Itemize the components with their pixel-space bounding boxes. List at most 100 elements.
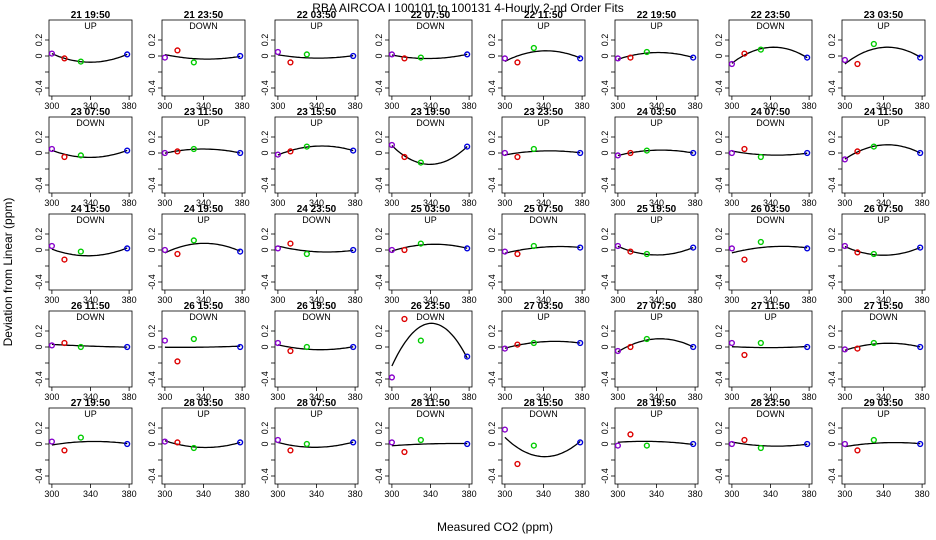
panel-title: 25 07:50 [524, 204, 564, 215]
panel-title: 23 11:50 [184, 107, 223, 118]
fit-curve [617, 149, 694, 157]
panel-status: DOWN [869, 312, 898, 322]
panel-frame [728, 310, 813, 388]
data-point [61, 55, 68, 62]
y-tick-label: 0 [600, 53, 610, 58]
data-point [741, 351, 748, 359]
fit-curve [51, 440, 128, 446]
data-point [417, 159, 424, 166]
data-point [174, 148, 181, 155]
panel-title: 24 15:50 [71, 204, 111, 215]
y-tick-label: 0.2 [487, 34, 497, 47]
data-point [464, 353, 471, 360]
y-tick-label: 0.2 [260, 131, 270, 144]
panel-frame [161, 407, 246, 485]
panel-title: 23 15:50 [297, 107, 337, 118]
data-point [274, 48, 281, 56]
x-tick-label: 300 [157, 198, 172, 208]
x-tick-label: 380 [575, 489, 590, 499]
data-point [501, 55, 508, 62]
panel-status: DOWN [76, 215, 105, 225]
x-tick-label: 300 [384, 489, 399, 499]
data-point [464, 143, 471, 150]
panel-status: UP [537, 118, 550, 128]
data-point [741, 256, 748, 263]
x-tick-label: 380 [915, 489, 930, 499]
x-tick-label: 340 [423, 295, 438, 305]
panel-frame [388, 116, 473, 194]
y-tick-label: 0 [147, 344, 157, 349]
y-tick-label: -0.4 [34, 80, 44, 96]
x-tick-label: 340 [83, 392, 98, 402]
data-point [841, 156, 848, 163]
fit-curve [391, 442, 468, 447]
panel-status: DOWN [529, 409, 558, 419]
data-point [870, 339, 877, 347]
data-point [77, 434, 84, 441]
x-tick-label: 380 [688, 392, 703, 402]
y-tick-label: 0.2 [600, 325, 610, 338]
data-point [690, 440, 697, 448]
data-point [287, 148, 294, 155]
x-tick-label: 340 [536, 295, 551, 305]
x-tick-label: 340 [536, 392, 551, 402]
panel-title: 25 03:50 [411, 204, 451, 215]
panel-status: UP [310, 118, 323, 128]
panel-title: 27 19:50 [71, 398, 111, 409]
fit-curve [731, 245, 808, 254]
data-point [854, 345, 861, 352]
y-tick-label: -0.4 [600, 371, 610, 387]
y-tick-label: -0.4 [260, 468, 270, 484]
y-tick-label: 0 [260, 150, 270, 155]
y-tick-label: 0.2 [714, 325, 724, 338]
data-point [741, 145, 748, 153]
x-tick-label: 340 [423, 489, 438, 499]
panel-status: DOWN [529, 215, 558, 225]
data-point [841, 346, 848, 353]
data-point [728, 245, 735, 252]
data-point [417, 436, 424, 444]
x-tick-label: 300 [384, 198, 399, 208]
y-tick-label: 0 [487, 344, 497, 349]
y-tick-label: 0.2 [714, 422, 724, 435]
panel-frame [841, 407, 926, 485]
x-tick-label: 380 [462, 101, 477, 111]
panel-title: 23 07:50 [71, 107, 111, 118]
panel-frame [501, 310, 586, 388]
panel-title: 28 07:50 [297, 398, 337, 409]
fit-curve [51, 247, 128, 257]
data-point [917, 149, 924, 157]
fit-curve [504, 245, 581, 254]
x-tick-label: 340 [83, 101, 98, 111]
x-tick-label: 340 [763, 295, 778, 305]
data-point [274, 151, 281, 158]
y-tick-label: 0.2 [260, 34, 270, 47]
x-tick-label: 300 [157, 101, 172, 111]
y-tick-label: 0.2 [147, 131, 157, 144]
x-tick-label: 380 [688, 295, 703, 305]
y-tick-label: 0 [714, 150, 724, 155]
panel-status: DOWN [756, 215, 785, 225]
data-point [303, 143, 310, 150]
x-tick-label: 300 [497, 101, 512, 111]
data-point [388, 141, 395, 149]
x-tick-label: 300 [837, 295, 852, 305]
x-tick-label: 340 [196, 489, 211, 499]
data-point [274, 245, 281, 252]
x-tick-label: 300 [44, 489, 59, 499]
y-tick-label: 0 [827, 150, 837, 155]
panel-title: 28 03:50 [184, 398, 224, 409]
fit-curve [391, 322, 468, 367]
y-tick-label: -0.4 [600, 468, 610, 484]
data-point [190, 59, 197, 66]
x-tick-label: 340 [649, 392, 664, 402]
panel-title: 21 19:50 [71, 10, 111, 21]
